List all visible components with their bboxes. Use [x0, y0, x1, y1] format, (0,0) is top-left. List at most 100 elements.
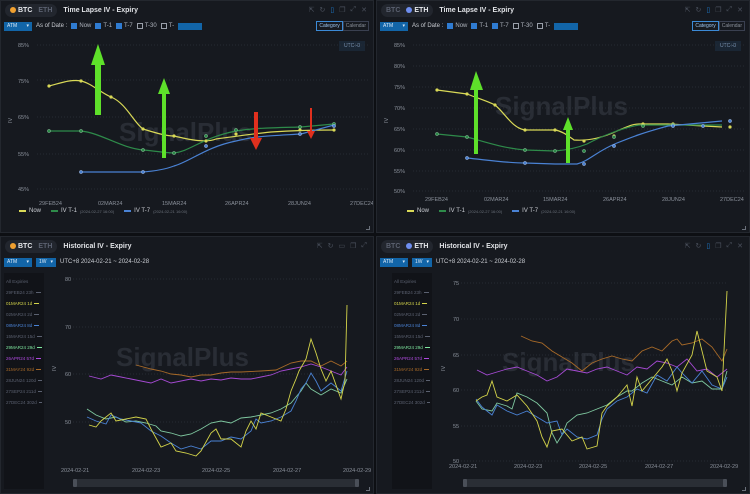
coin-toggle[interactable]: BTC ETH	[381, 3, 434, 17]
expiry-item[interactable]: 27SEP24 211d	[394, 386, 430, 397]
coin-btc[interactable]: BTC	[386, 6, 401, 14]
chevron-down-icon: ▾	[26, 23, 29, 29]
folder-icon[interactable]: ▭	[338, 243, 346, 250]
range-handle-right[interactable]	[355, 479, 359, 487]
expiry-item[interactable]: 01MAR24 1d	[394, 298, 430, 309]
legend-t7[interactable]: IV T-7 (2024-02-21 16:00)	[512, 208, 575, 214]
check-t30[interactable]: T-30	[136, 23, 157, 29]
expiry-item[interactable]: All Expiries	[6, 279, 29, 284]
coin-eth[interactable]: ETH	[406, 7, 428, 14]
svg-text:60: 60	[453, 388, 459, 394]
info-icon[interactable]: ▯	[330, 7, 335, 14]
coin-eth[interactable]: ETH	[38, 6, 53, 14]
time-range-slider[interactable]	[73, 479, 359, 487]
check-custom[interactable]: T-	[160, 23, 174, 29]
expiry-item[interactable]: 15MAR24 15d	[394, 331, 430, 342]
panel-title: Time Lapse IV - Expiry	[63, 6, 138, 14]
expiry-item[interactable]: 02MAR24 2d	[6, 309, 42, 320]
check-t7[interactable]: T-7	[116, 23, 133, 29]
period-select[interactable]: 1W ▾	[36, 257, 56, 267]
period-select[interactable]: 1W ▾	[412, 257, 432, 267]
expiry-item[interactable]: 29FEB24 23h	[6, 287, 42, 298]
expiry-item[interactable]: 02MAR24 2d	[394, 309, 430, 320]
check-now[interactable]: Now	[71, 23, 91, 29]
resize-handle[interactable]	[742, 487, 746, 491]
expiry-item[interactable]: 28JUN24 120d	[6, 375, 42, 386]
info-icon[interactable]: ▯	[706, 243, 711, 250]
range-handle-left[interactable]	[463, 479, 467, 487]
close-icon[interactable]: ✕	[737, 243, 743, 250]
expand-icon[interactable]: ⤢	[726, 6, 733, 13]
expiry-item[interactable]: 27DEC24 302d	[6, 397, 42, 408]
share-icon[interactable]: ⇱	[684, 243, 691, 250]
atm-select[interactable]: ATM ▾	[4, 21, 32, 31]
expiry-item[interactable]: 31MAY24 92d	[394, 364, 430, 375]
coin-eth[interactable]: ETH	[406, 243, 428, 250]
coin-btc[interactable]: BTC	[386, 242, 401, 250]
atm-select[interactable]: ATM ▾	[380, 21, 408, 31]
refresh-icon[interactable]: ↻	[319, 7, 326, 14]
share-icon[interactable]: ⇱	[316, 243, 323, 250]
share-icon[interactable]: ⇱	[684, 7, 691, 14]
range-handle-left[interactable]	[73, 479, 77, 487]
expand-icon[interactable]: ⤢	[361, 242, 367, 249]
check-custom[interactable]: T-	[536, 23, 550, 29]
close-icon[interactable]: ✕	[361, 7, 367, 14]
check-t1[interactable]: T-1	[471, 23, 488, 29]
expiry-item[interactable]: 26APR24 57d	[6, 353, 42, 364]
expiry-item[interactable]: 28JUN24 120d	[394, 375, 430, 386]
refresh-icon[interactable]: ↻	[695, 243, 702, 250]
copy-icon[interactable]: ❐	[715, 7, 722, 14]
resize-handle[interactable]	[366, 487, 370, 491]
legend-t1[interactable]: IV T-1 (2024-02-27 16:00)	[439, 208, 502, 214]
expiry-item[interactable]: 08MAR24 8d	[394, 320, 430, 331]
legend-t7[interactable]: IV T-7 (2024-02-21 16:00)	[124, 208, 187, 214]
legend-now[interactable]: Now	[19, 208, 41, 214]
calendar-button[interactable]: Calendar	[342, 21, 369, 31]
category-button[interactable]: Category	[692, 21, 719, 31]
custom-days-input[interactable]	[554, 22, 579, 30]
expiry-item[interactable]: 29MAR24 29d	[394, 342, 430, 353]
atm-select[interactable]: ATM ▾	[4, 257, 32, 267]
close-icon[interactable]: ✕	[737, 7, 743, 14]
expiry-item[interactable]: 08MAR24 8d	[6, 320, 42, 331]
atm-select[interactable]: ATM ▾	[380, 257, 408, 267]
coin-btc[interactable]: BTC	[10, 243, 32, 250]
expiry-item[interactable]: All Expiries	[394, 279, 417, 284]
share-icon[interactable]: ⇱	[308, 7, 315, 14]
resize-handle[interactable]	[366, 226, 370, 230]
expiry-item[interactable]: 27DEC24 302d	[394, 397, 430, 408]
range-handle-right[interactable]	[723, 479, 727, 487]
check-now[interactable]: Now	[447, 23, 467, 29]
custom-days-input[interactable]	[178, 22, 203, 30]
copy-icon[interactable]: ❐	[350, 243, 357, 250]
expand-icon[interactable]: ⤢	[350, 6, 357, 13]
copy-icon[interactable]: ❐	[715, 243, 722, 250]
calendar-button[interactable]: Calendar	[718, 21, 745, 31]
expiry-item[interactable]: 29FEB24 23h	[394, 287, 430, 298]
expiry-item[interactable]: 29MAR24 29d	[6, 342, 42, 353]
coin-eth[interactable]: ETH	[38, 242, 53, 250]
coin-toggle[interactable]: BTC ETH	[5, 3, 58, 17]
expiry-item[interactable]: 27SEP24 211d	[6, 386, 42, 397]
check-t7[interactable]: T-7	[492, 23, 509, 29]
refresh-icon[interactable]: ↻	[695, 7, 702, 14]
expiry-item[interactable]: 26APR24 57d	[394, 353, 430, 364]
category-button[interactable]: Category	[316, 21, 343, 31]
expiry-item[interactable]: 01MAR24 1d	[6, 298, 42, 309]
legend-now[interactable]: Now	[407, 208, 429, 214]
coin-toggle[interactable]: BTC ETH	[5, 239, 58, 253]
check-t30[interactable]: T-30	[512, 23, 533, 29]
expiry-item[interactable]: 31MAY24 92d	[6, 364, 42, 375]
copy-icon[interactable]: ❐	[339, 7, 346, 14]
resize-handle[interactable]	[742, 226, 746, 230]
expiry-item[interactable]: 15MAR24 15d	[6, 331, 42, 342]
time-range-slider[interactable]	[463, 479, 727, 487]
coin-btc[interactable]: BTC	[10, 7, 32, 14]
info-icon[interactable]: ▯	[706, 7, 711, 14]
check-t1[interactable]: T-1	[95, 23, 112, 29]
coin-toggle[interactable]: BTC ETH	[381, 239, 434, 253]
refresh-icon[interactable]: ↻	[327, 243, 334, 250]
expand-icon[interactable]: ⤢	[726, 242, 733, 249]
legend-t1[interactable]: IV T-1 (2024-02-27 16:00)	[51, 208, 114, 214]
